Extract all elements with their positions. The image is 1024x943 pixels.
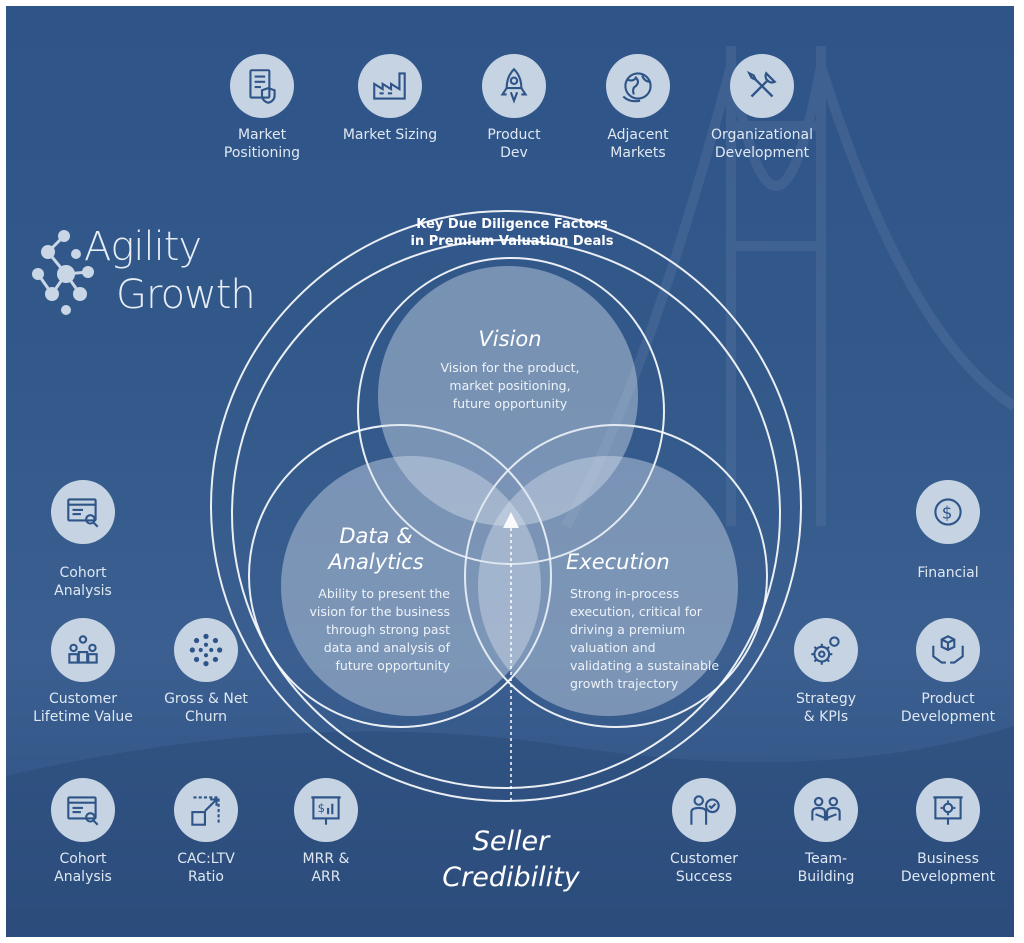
seller-credibility-label: Seller Credibility [442, 826, 580, 893]
vision-title: Vision [478, 327, 542, 351]
icon-label: Product Development [900, 691, 996, 725]
factory-icon [358, 54, 422, 118]
icon-label: Organizational Development [711, 127, 813, 161]
venn-title: Key Due Diligence Factors in Premium Val… [410, 217, 614, 249]
execution-circle [478, 456, 738, 716]
icon-label: Customer Lifetime Value [33, 691, 133, 725]
right-item-business-development: Business Development [878, 778, 1014, 886]
globe-icon [606, 54, 670, 118]
right-item-financial: $ Financial [878, 480, 1014, 582]
right-item-strategy-kpis: Strategy & KPIs [756, 618, 896, 726]
top-item-product-dev: Product Dev [444, 54, 584, 162]
rocket-icon [482, 54, 546, 118]
icon-label: Cohort Analysis [54, 851, 112, 885]
team-icon [794, 778, 858, 842]
gears-icon [794, 618, 858, 682]
execution-outline [464, 424, 768, 728]
data-analytics-title: Data & Analytics [328, 524, 424, 574]
logo-line2: Growth [116, 272, 256, 318]
dollar-coin-icon: $ [916, 480, 980, 544]
icon-label: Strategy & KPIs [796, 691, 856, 725]
infographic-canvas: Agility Growth Key Due Diligence Factors… [6, 6, 1014, 937]
right-item-product-development: Product Development [878, 618, 1014, 726]
presentation-gear-icon [916, 778, 980, 842]
icon-label: Gross & Net Churn [164, 691, 248, 725]
svg-text:$: $ [318, 801, 325, 815]
vision-circle [378, 266, 638, 526]
icon-label: Business Development [900, 851, 996, 885]
execution-title: Execution [566, 550, 670, 574]
bridge-background [6, 46, 1014, 937]
left-item-cohort-analysis-1: Cohort Analysis [13, 480, 153, 600]
icon-label: Cohort Analysis [54, 565, 112, 599]
top-item-market-sizing: Market Sizing [320, 54, 460, 144]
left-item-cac-ltv-ratio: CAC:LTV Ratio [136, 778, 276, 886]
top-item-organizational-development: Organizational Development [692, 54, 832, 162]
left-item-customer-lifetime-value: Customer Lifetime Value [13, 618, 153, 726]
document-shield-icon [230, 54, 294, 118]
resize-ratio-icon [174, 778, 238, 842]
data-analytics-circle [281, 456, 541, 716]
icon-label: Team- Building [797, 851, 855, 885]
wrench-screwdriver-icon [730, 54, 794, 118]
left-item-cohort-analysis-2: Cohort Analysis [13, 778, 153, 886]
top-item-adjacent-markets: Adjacent Markets [568, 54, 708, 162]
execution-text: Strong in-process execution, critical fo… [570, 586, 720, 691]
dots-circle-icon [174, 618, 238, 682]
icon-label: Market Sizing [342, 127, 438, 143]
agility-growth-logo: Agility Growth [26, 224, 256, 324]
people-group-icon [51, 618, 115, 682]
logo-line1: Agility [84, 224, 202, 270]
icon-label: Product Dev [487, 127, 541, 161]
credibility-arrow-head [503, 512, 519, 528]
icon-label: Adjacent Markets [607, 127, 669, 161]
right-item-customer-success: Customer Success [634, 778, 774, 886]
right-item-team-building: Team- Building [756, 778, 896, 886]
icon-label: Financial [917, 565, 979, 581]
outer-ring [210, 210, 802, 802]
icon-label: Market Positioning [223, 127, 301, 161]
icon-label: Customer Success [669, 851, 738, 885]
presentation-dollar-icon: $ [294, 778, 358, 842]
analysis-window-icon [51, 480, 115, 544]
data-outline [248, 424, 552, 728]
second-ring [231, 239, 781, 789]
customer-check-icon [672, 778, 736, 842]
molecule-logo-icon [32, 230, 94, 315]
data-analytics-text: Ability to present the vision for the bu… [309, 586, 450, 673]
analysis-window-icon [51, 778, 115, 842]
vision-text: Vision for the product, market positioni… [440, 360, 580, 411]
left-item-gross-net-churn: Gross & Net Churn [136, 618, 276, 726]
top-item-market-positioning: Market Positioning [192, 54, 332, 162]
left-item-mrr-arr: $ MRR & ARR [256, 778, 396, 886]
svg-text:$: $ [942, 502, 953, 522]
icon-label: CAC:LTV Ratio [177, 851, 235, 885]
box-hands-icon [916, 618, 980, 682]
venn-diagram [210, 210, 802, 802]
icon-label: MRR & ARR [302, 851, 350, 885]
